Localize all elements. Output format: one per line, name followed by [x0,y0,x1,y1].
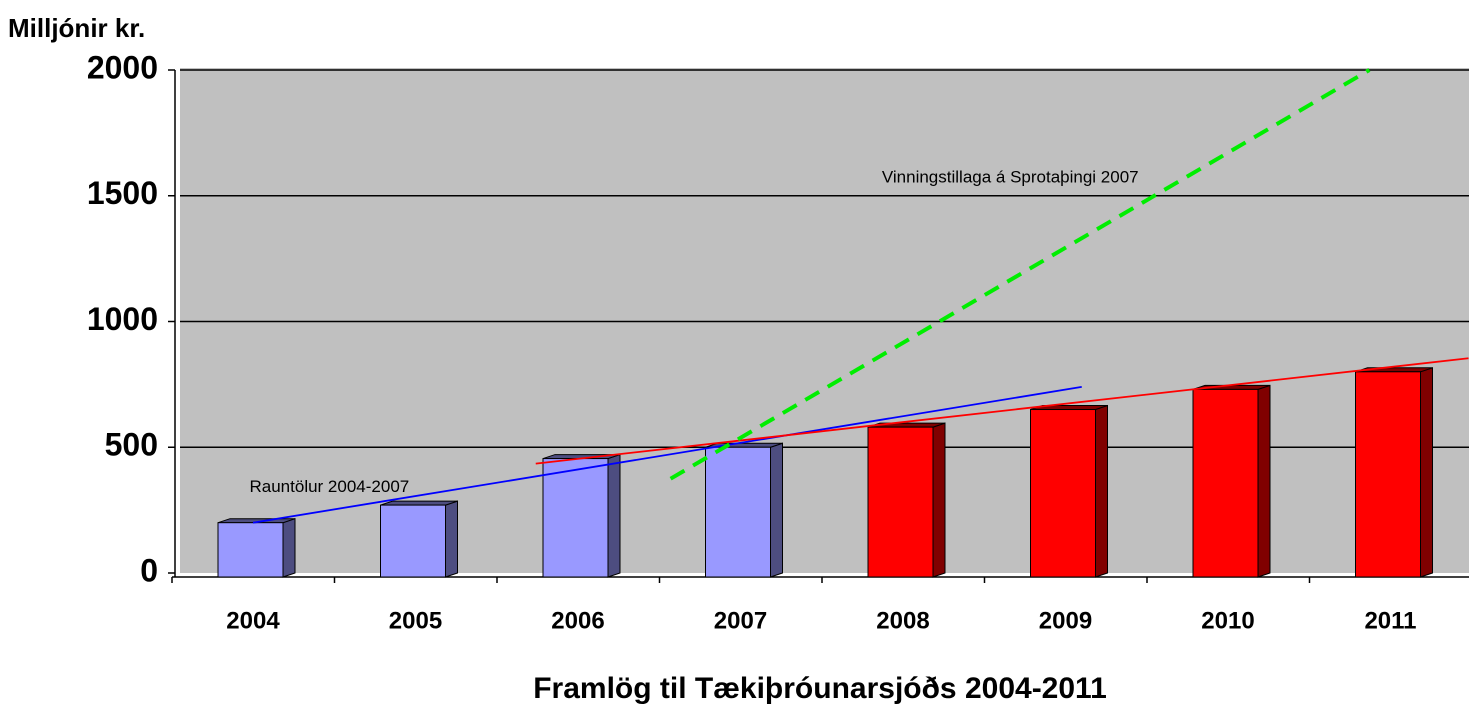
y-tick-label: 1500 [87,175,158,211]
chart-title: Framlög til Tækiþróunarsjóðs 2004-2011 [533,672,1107,705]
x-tick-label: 2008 [876,607,929,634]
annotation: Vinningstillaga á Sprotaþingi 2007 [882,168,1139,187]
bar-top [380,500,458,506]
bar [705,446,771,578]
x-tick-label: 2006 [551,607,604,634]
bar-side [1257,384,1271,578]
annotation: Rauntölur 2004-2007 [250,477,410,496]
x-tick-label: 2010 [1201,607,1254,634]
trend-line [535,357,1469,465]
plot-area [180,68,1469,573]
bar [1030,409,1096,578]
trend-line [252,386,1082,524]
x-tick-label: 2005 [389,607,442,634]
bar [867,426,934,578]
bar [217,522,284,578]
bar-side [607,453,621,578]
x-tick-label: 2011 [1364,607,1416,634]
bar-side [1095,404,1108,578]
bar-side [445,500,458,578]
x-tick-label: 2009 [1039,607,1092,634]
y-axis-label: Milljónir kr. [8,13,145,43]
bar [1192,388,1259,578]
trend-line [669,68,1371,481]
bar-side [282,518,296,578]
bar [1355,371,1421,578]
bar-side [1420,367,1433,578]
bar-side [932,422,946,578]
y-tick-label: 2000 [87,49,158,85]
x-tick-label: 2004 [226,607,280,634]
y-tick-label: 1000 [87,301,158,337]
x-tick-label: 2007 [714,607,767,634]
y-tick-label: 0 [140,552,158,588]
y-tick-label: 500 [105,427,158,463]
bar [380,504,446,578]
bar [542,458,609,578]
bar-side [770,442,783,578]
